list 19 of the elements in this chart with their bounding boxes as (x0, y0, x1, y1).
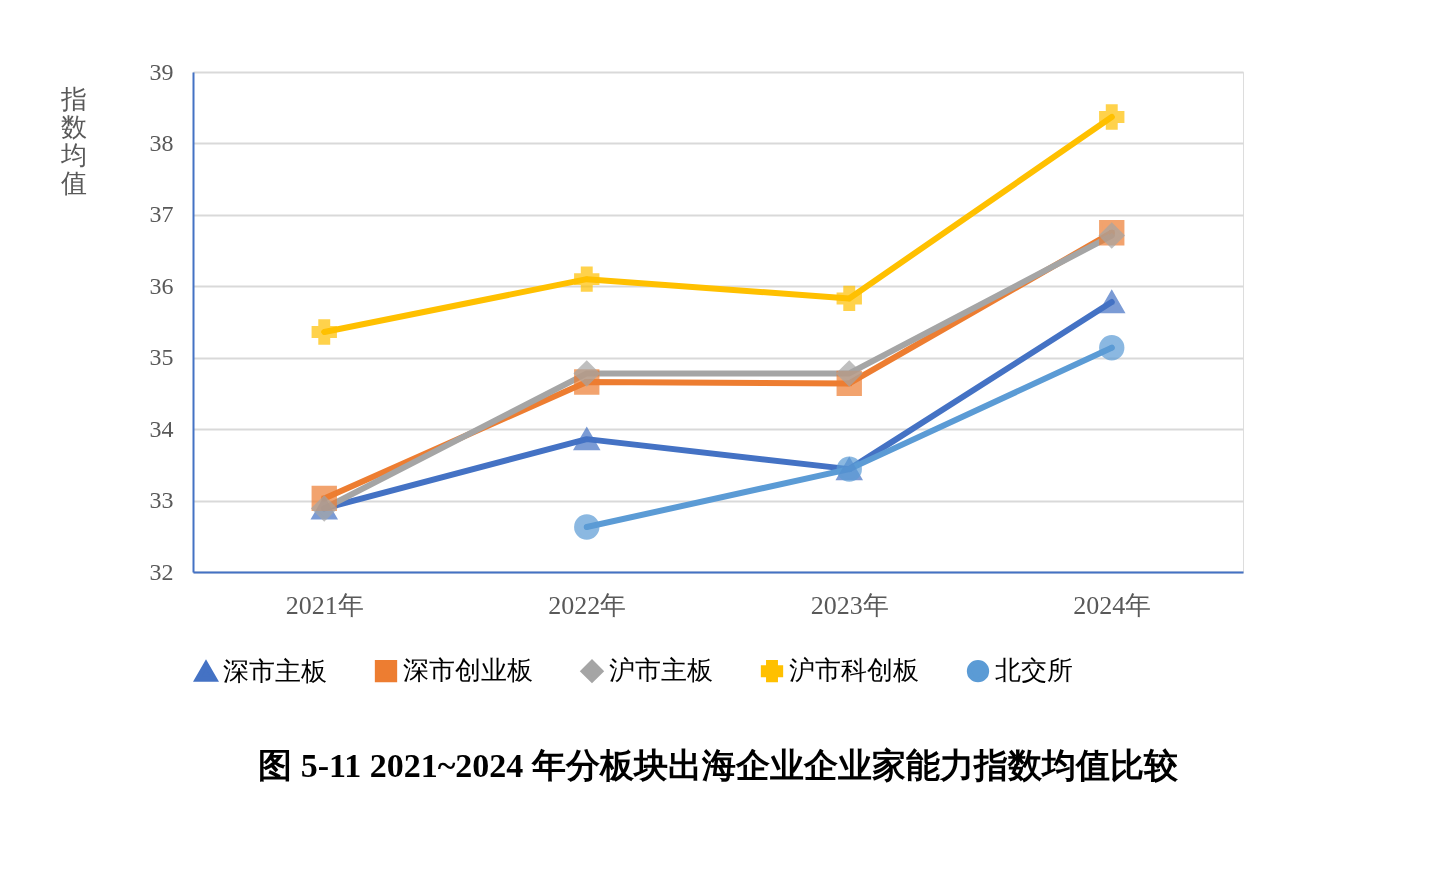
legend-label: 北交所 (995, 655, 1073, 686)
y-tick-label: 33 (149, 487, 174, 514)
x-tick-label: 2021年 (285, 590, 364, 620)
y-tick-label: 32 (149, 558, 174, 585)
legend-label: 沪市科创板 (789, 655, 919, 686)
y-tick-label: 35 (149, 344, 174, 371)
x-tick-label: 2024年 (1073, 590, 1152, 620)
text: 图 5-11 2021~2024 年分板块出海企业企业家能力指数均值比较 (258, 747, 1179, 784)
legend-label: 深市主板 (223, 655, 327, 686)
x-tick-label: 2022年 (548, 590, 627, 620)
y-tick-label: 38 (149, 129, 174, 156)
legend-label: 沪市主板 (609, 655, 713, 686)
y-tick-label: 34 (149, 415, 174, 442)
y-axis-title: 指数均值 (59, 83, 87, 198)
legend-label: 深市创业板 (403, 655, 533, 686)
y-tick-label: 39 (149, 58, 174, 85)
y-tick-label: 36 (149, 272, 174, 299)
x-tick-label: 2023年 (810, 590, 889, 620)
y-tick-label: 37 (149, 201, 174, 228)
